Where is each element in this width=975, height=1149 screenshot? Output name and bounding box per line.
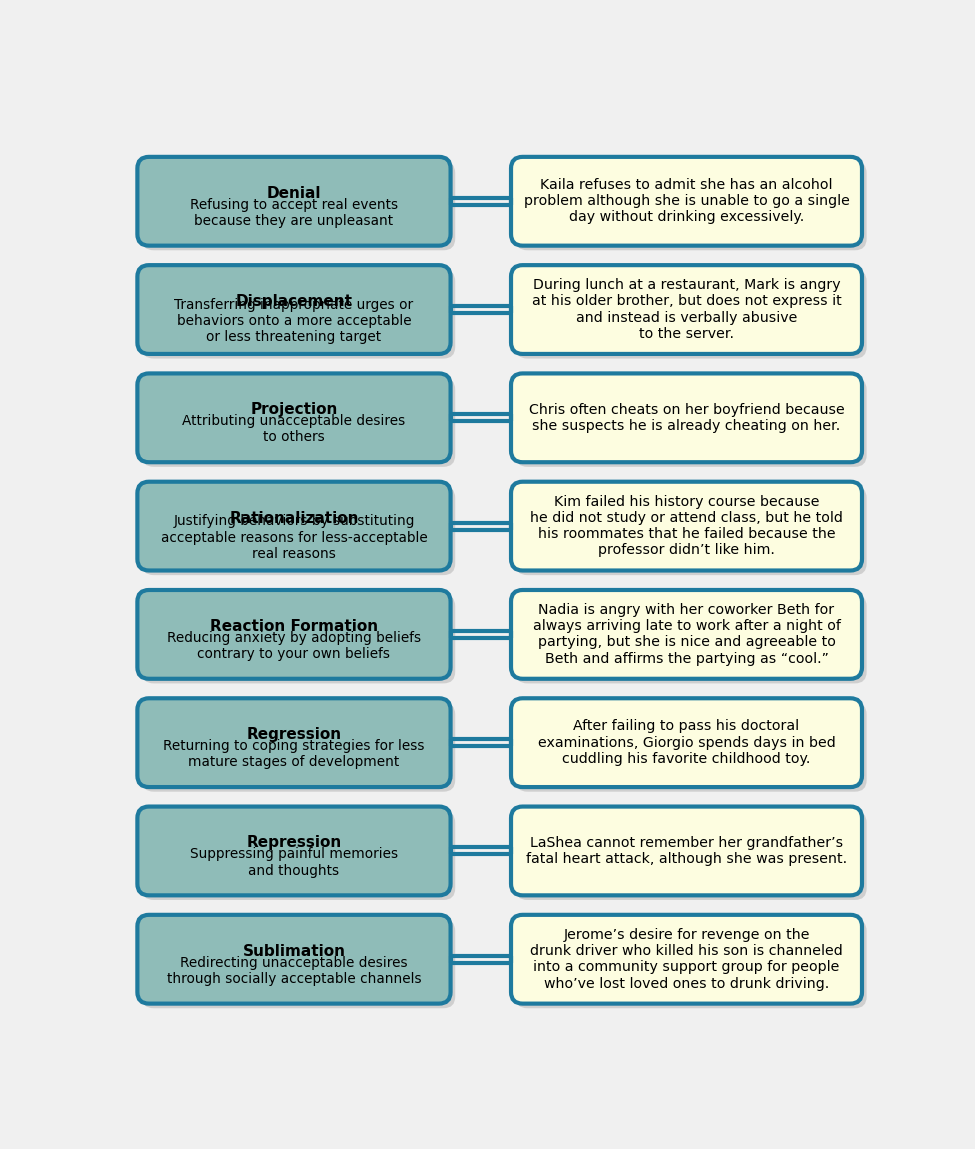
Text: Rationalization: Rationalization bbox=[229, 510, 359, 525]
FancyBboxPatch shape bbox=[516, 486, 867, 576]
Text: Kim failed his history course because
he did not study or attend class, but he t: Kim failed his history course because he… bbox=[530, 495, 843, 557]
FancyBboxPatch shape bbox=[142, 595, 455, 684]
FancyBboxPatch shape bbox=[137, 373, 450, 462]
FancyBboxPatch shape bbox=[137, 481, 450, 571]
FancyBboxPatch shape bbox=[511, 915, 862, 1003]
FancyBboxPatch shape bbox=[516, 270, 867, 358]
Text: Suppressing painful memories
and thoughts: Suppressing painful memories and thought… bbox=[190, 848, 398, 878]
Text: Repression: Repression bbox=[247, 835, 341, 850]
FancyBboxPatch shape bbox=[137, 915, 450, 1003]
FancyBboxPatch shape bbox=[137, 589, 450, 679]
Text: Sublimation: Sublimation bbox=[243, 943, 345, 958]
FancyBboxPatch shape bbox=[516, 378, 867, 466]
FancyBboxPatch shape bbox=[137, 157, 450, 246]
FancyBboxPatch shape bbox=[142, 270, 455, 358]
FancyBboxPatch shape bbox=[142, 703, 455, 792]
FancyBboxPatch shape bbox=[516, 595, 867, 684]
FancyBboxPatch shape bbox=[142, 378, 455, 466]
FancyBboxPatch shape bbox=[142, 919, 455, 1008]
Text: Denial: Denial bbox=[267, 186, 321, 201]
Text: Jerome’s desire for revenge on the
drunk driver who killed his son is channeled
: Jerome’s desire for revenge on the drunk… bbox=[530, 928, 842, 990]
FancyBboxPatch shape bbox=[142, 162, 455, 250]
Text: Redirecting unacceptable desires
through socially acceptable channels: Redirecting unacceptable desires through… bbox=[167, 956, 421, 986]
FancyBboxPatch shape bbox=[511, 265, 862, 354]
FancyBboxPatch shape bbox=[516, 919, 867, 1008]
Text: Reducing anxiety by adopting beliefs
contrary to your own beliefs: Reducing anxiety by adopting beliefs con… bbox=[167, 631, 421, 661]
FancyBboxPatch shape bbox=[137, 699, 450, 787]
Text: Projection: Projection bbox=[251, 402, 337, 417]
Text: Attributing unacceptable desires
to others: Attributing unacceptable desires to othe… bbox=[182, 415, 406, 445]
FancyBboxPatch shape bbox=[511, 481, 862, 571]
Text: Regression: Regression bbox=[247, 727, 341, 742]
Text: Refusing to accept real events
because they are unpleasant: Refusing to accept real events because t… bbox=[190, 198, 398, 228]
Text: Returning to coping strategies for less
mature stages of development: Returning to coping strategies for less … bbox=[163, 739, 425, 770]
FancyBboxPatch shape bbox=[142, 811, 455, 900]
FancyBboxPatch shape bbox=[142, 486, 455, 576]
Text: Kaila refuses to admit she has an alcohol
problem although she is unable to go a: Kaila refuses to admit she has an alcoho… bbox=[524, 178, 849, 224]
Text: Nadia is angry with her coworker Beth for
always arriving late to work after a n: Nadia is angry with her coworker Beth fo… bbox=[532, 603, 840, 665]
Text: Transferring inappropriate urges or
behaviors onto a more acceptable
or less thr: Transferring inappropriate urges or beha… bbox=[175, 298, 413, 345]
FancyBboxPatch shape bbox=[511, 589, 862, 679]
FancyBboxPatch shape bbox=[511, 157, 862, 246]
FancyBboxPatch shape bbox=[137, 807, 450, 895]
Text: During lunch at a restaurant, Mark is angry
at his older brother, but does not e: During lunch at a restaurant, Mark is an… bbox=[531, 278, 841, 341]
FancyBboxPatch shape bbox=[511, 373, 862, 462]
Text: Displacement: Displacement bbox=[236, 294, 353, 309]
Text: LaShea cannot remember her grandfather’s
fatal heart attack, although she was pr: LaShea cannot remember her grandfather’s… bbox=[526, 835, 847, 866]
Text: Chris often cheats on her boyfriend because
she suspects he is already cheating : Chris often cheats on her boyfriend beca… bbox=[528, 402, 844, 433]
Text: After failing to pass his doctoral
examinations, Giorgio spends days in bed
cudd: After failing to pass his doctoral exami… bbox=[537, 719, 836, 766]
FancyBboxPatch shape bbox=[137, 265, 450, 354]
Text: Reaction Formation: Reaction Formation bbox=[210, 619, 378, 634]
FancyBboxPatch shape bbox=[516, 811, 867, 900]
Text: Justifying behaviors by substituting
acceptable reasons for less-acceptable
real: Justifying behaviors by substituting acc… bbox=[161, 515, 427, 561]
FancyBboxPatch shape bbox=[511, 699, 862, 787]
FancyBboxPatch shape bbox=[511, 807, 862, 895]
FancyBboxPatch shape bbox=[516, 703, 867, 792]
FancyBboxPatch shape bbox=[516, 162, 867, 250]
